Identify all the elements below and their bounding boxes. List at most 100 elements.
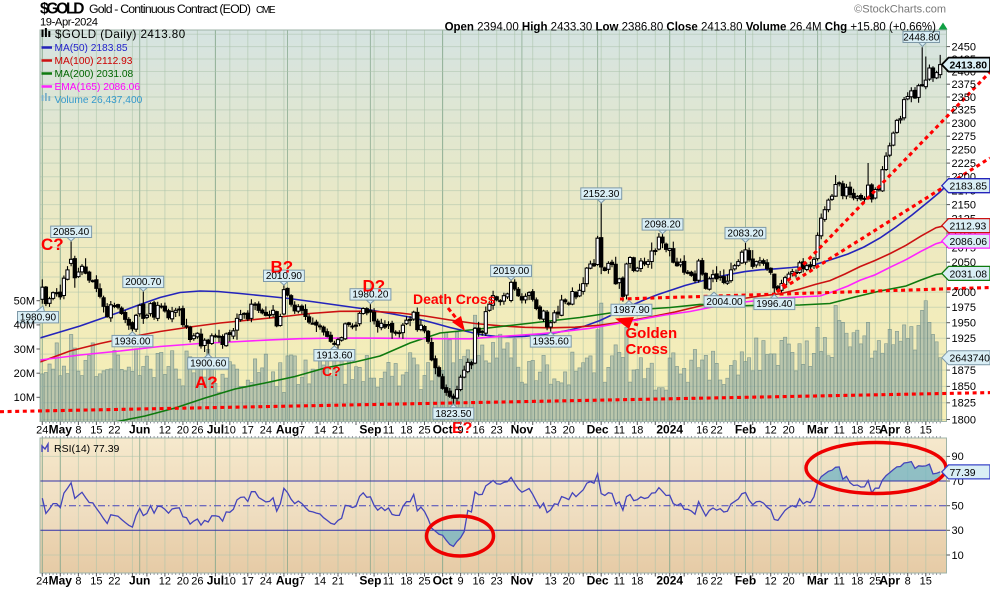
- svg-text:16: 16: [696, 425, 708, 437]
- svg-text:25: 25: [869, 425, 881, 437]
- svg-text:12: 12: [765, 576, 777, 588]
- svg-text:11: 11: [614, 576, 625, 588]
- svg-text:8: 8: [905, 576, 911, 588]
- svg-text:26: 26: [191, 576, 203, 588]
- svg-text:2000.70: 2000.70: [125, 277, 162, 288]
- svg-text:1825: 1825: [952, 398, 976, 410]
- svg-text:8: 8: [75, 576, 81, 588]
- svg-text:MA(50) 2183.85: MA(50) 2183.85: [55, 43, 128, 54]
- svg-text:2413.80: 2413.80: [950, 61, 988, 72]
- svg-text:13: 13: [545, 425, 557, 437]
- svg-text:20: 20: [177, 576, 189, 588]
- svg-text:16: 16: [696, 576, 708, 588]
- svg-text:10M: 10M: [14, 392, 35, 404]
- svg-text:2183.85: 2183.85: [950, 182, 988, 193]
- svg-text:Feb: Feb: [735, 574, 756, 588]
- svg-text:10: 10: [224, 425, 236, 437]
- svg-text:C?: C?: [322, 363, 341, 379]
- svg-text:15: 15: [90, 425, 102, 437]
- svg-text:1900.60: 1900.60: [190, 359, 227, 370]
- svg-text:30: 30: [952, 525, 964, 537]
- svg-text:Jun: Jun: [129, 574, 150, 588]
- svg-text:Open 2394.00 High 2433.30 Lo: Open 2394.00 High 2433.30 Low 2386.80 Cl…: [445, 21, 937, 33]
- svg-text:12: 12: [765, 425, 777, 437]
- svg-text:21: 21: [332, 425, 344, 437]
- svg-text:22: 22: [108, 425, 120, 437]
- svg-text:$GOLD (Daily) 2413.80: $GOLD (Daily) 2413.80: [55, 28, 186, 41]
- svg-text:2086.06: 2086.06: [950, 237, 988, 248]
- svg-text:MA(200) 2031.08: MA(200) 2031.08: [55, 69, 134, 80]
- svg-text:8: 8: [75, 425, 81, 437]
- svg-text:18: 18: [631, 425, 643, 437]
- svg-text:1875: 1875: [952, 365, 976, 377]
- svg-text:2325: 2325: [952, 105, 976, 117]
- svg-text:9: 9: [458, 576, 464, 588]
- svg-text:2448.80: 2448.80: [903, 32, 940, 43]
- svg-text:2300: 2300: [952, 118, 976, 130]
- svg-text:1987.90: 1987.90: [613, 305, 650, 316]
- svg-text:7: 7: [299, 576, 305, 588]
- svg-text:2083.20: 2083.20: [727, 228, 764, 239]
- svg-text:Aug: Aug: [276, 574, 299, 588]
- svg-text:12: 12: [159, 425, 171, 437]
- svg-text:Volume 26,437,400: Volume 26,437,400: [55, 95, 143, 106]
- svg-text:30M: 30M: [14, 344, 35, 356]
- svg-text:Nov: Nov: [511, 574, 534, 588]
- svg-text:18: 18: [631, 576, 643, 588]
- svg-text:D?: D?: [363, 277, 386, 296]
- svg-text:CME: CME: [256, 5, 276, 16]
- svg-text:24: 24: [260, 576, 272, 588]
- svg-text:A?: A?: [195, 373, 218, 392]
- svg-text:17: 17: [242, 425, 254, 437]
- svg-text:B?: B?: [271, 258, 294, 277]
- svg-text:1980.20: 1980.20: [352, 290, 389, 301]
- svg-text:90: 90: [952, 451, 964, 463]
- svg-text:Oct: Oct: [433, 574, 453, 588]
- svg-text:22: 22: [710, 425, 722, 437]
- svg-text:E?: E?: [452, 420, 472, 437]
- svg-text:Dec: Dec: [587, 423, 609, 437]
- svg-text:1950: 1950: [952, 318, 976, 330]
- svg-text:16: 16: [472, 425, 484, 437]
- svg-text:24: 24: [36, 576, 48, 588]
- svg-text:18: 18: [851, 576, 863, 588]
- svg-text:15: 15: [920, 576, 932, 588]
- svg-text:2004.00: 2004.00: [706, 297, 743, 308]
- svg-text:2150: 2150: [952, 199, 976, 211]
- svg-text:40M: 40M: [14, 320, 35, 332]
- svg-text:24: 24: [36, 425, 48, 437]
- svg-text:11: 11: [383, 425, 394, 437]
- svg-text:20: 20: [563, 425, 575, 437]
- svg-text:Sep: Sep: [359, 574, 381, 588]
- svg-text:Oct: Oct: [433, 423, 453, 437]
- svg-text:2010.90: 2010.90: [266, 271, 303, 282]
- svg-text:50M: 50M: [14, 296, 35, 308]
- svg-text:Aug: Aug: [276, 423, 299, 437]
- svg-text:Jul: Jul: [207, 574, 224, 588]
- svg-text:8: 8: [905, 425, 911, 437]
- svg-text:2152.30: 2152.30: [583, 189, 620, 200]
- svg-text:Death Cross: Death Cross: [413, 291, 496, 307]
- svg-text:23: 23: [491, 576, 503, 588]
- svg-text:Mar: Mar: [807, 574, 829, 588]
- svg-text:18: 18: [851, 425, 863, 437]
- svg-text:Feb: Feb: [735, 423, 756, 437]
- svg-text:1936.00: 1936.00: [114, 336, 151, 347]
- svg-text:1823.50: 1823.50: [435, 409, 472, 420]
- svg-text:May: May: [49, 423, 73, 437]
- svg-text:7: 7: [299, 425, 305, 437]
- svg-text:2098.20: 2098.20: [644, 220, 681, 231]
- svg-text:26437400: 26437400: [950, 354, 990, 365]
- svg-text:13: 13: [545, 576, 557, 588]
- svg-text:25: 25: [869, 576, 881, 588]
- svg-text:1925: 1925: [952, 333, 976, 345]
- svg-text:2019.00: 2019.00: [493, 266, 530, 277]
- svg-text:77.39: 77.39: [950, 468, 976, 479]
- svg-text:21: 21: [332, 576, 344, 588]
- svg-text:17: 17: [242, 576, 254, 588]
- svg-text:19-Apr-2024: 19-Apr-2024: [40, 17, 98, 29]
- svg-text:2225: 2225: [952, 158, 976, 170]
- svg-text:11: 11: [614, 425, 625, 437]
- svg-text:2031.08: 2031.08: [950, 269, 988, 280]
- svg-text:22: 22: [710, 576, 722, 588]
